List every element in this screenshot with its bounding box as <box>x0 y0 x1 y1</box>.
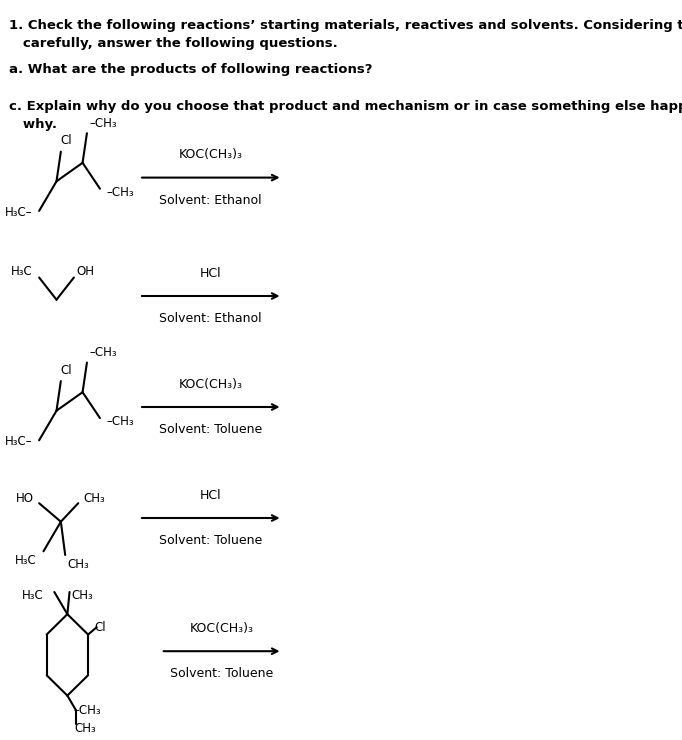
Text: CH₃: CH₃ <box>68 558 89 571</box>
Text: HCl: HCl <box>200 488 222 502</box>
Text: H₃C–: H₃C– <box>5 435 33 448</box>
Text: HO: HO <box>16 491 34 505</box>
Text: Solvent: Ethanol: Solvent: Ethanol <box>160 312 262 326</box>
Text: Solvent: Toluene: Solvent: Toluene <box>170 667 273 681</box>
Text: –CH₃: –CH₃ <box>89 346 117 360</box>
Text: HCl: HCl <box>200 266 222 280</box>
Text: c. Explain why do you choose that product and mechanism or in case something els: c. Explain why do you choose that produc… <box>9 100 682 131</box>
Text: H₃C: H₃C <box>11 265 33 278</box>
Text: a. What are the products of following reactions?: a. What are the products of following re… <box>9 63 372 76</box>
Text: H₃C: H₃C <box>15 554 37 567</box>
Text: CH₃: CH₃ <box>74 722 95 736</box>
Text: –CH₃: –CH₃ <box>89 117 117 130</box>
Text: –CH₃: –CH₃ <box>106 415 134 428</box>
Text: Solvent: Toluene: Solvent: Toluene <box>159 423 263 437</box>
Text: Cl: Cl <box>60 134 72 147</box>
Text: OH: OH <box>76 265 94 278</box>
Text: 1. Check the following reactions’ starting materials, reactives and solvents. Co: 1. Check the following reactions’ starti… <box>9 18 682 50</box>
Text: –CH₃: –CH₃ <box>74 704 102 717</box>
Text: H₃C–: H₃C– <box>5 206 33 219</box>
Text: KOC(CH₃)₃: KOC(CH₃)₃ <box>179 377 243 391</box>
Text: Solvent: Toluene: Solvent: Toluene <box>159 534 263 548</box>
Text: –CH₃: –CH₃ <box>106 186 134 199</box>
Text: H₃C: H₃C <box>22 589 44 602</box>
Text: KOC(CH₃)₃: KOC(CH₃)₃ <box>179 148 243 161</box>
Text: CH₃: CH₃ <box>83 491 105 505</box>
Text: Cl: Cl <box>95 621 106 633</box>
Text: CH₃: CH₃ <box>72 589 93 602</box>
Text: KOC(CH₃)₃: KOC(CH₃)₃ <box>190 622 254 635</box>
Text: Cl: Cl <box>60 363 72 377</box>
Text: Solvent: Ethanol: Solvent: Ethanol <box>160 194 262 207</box>
